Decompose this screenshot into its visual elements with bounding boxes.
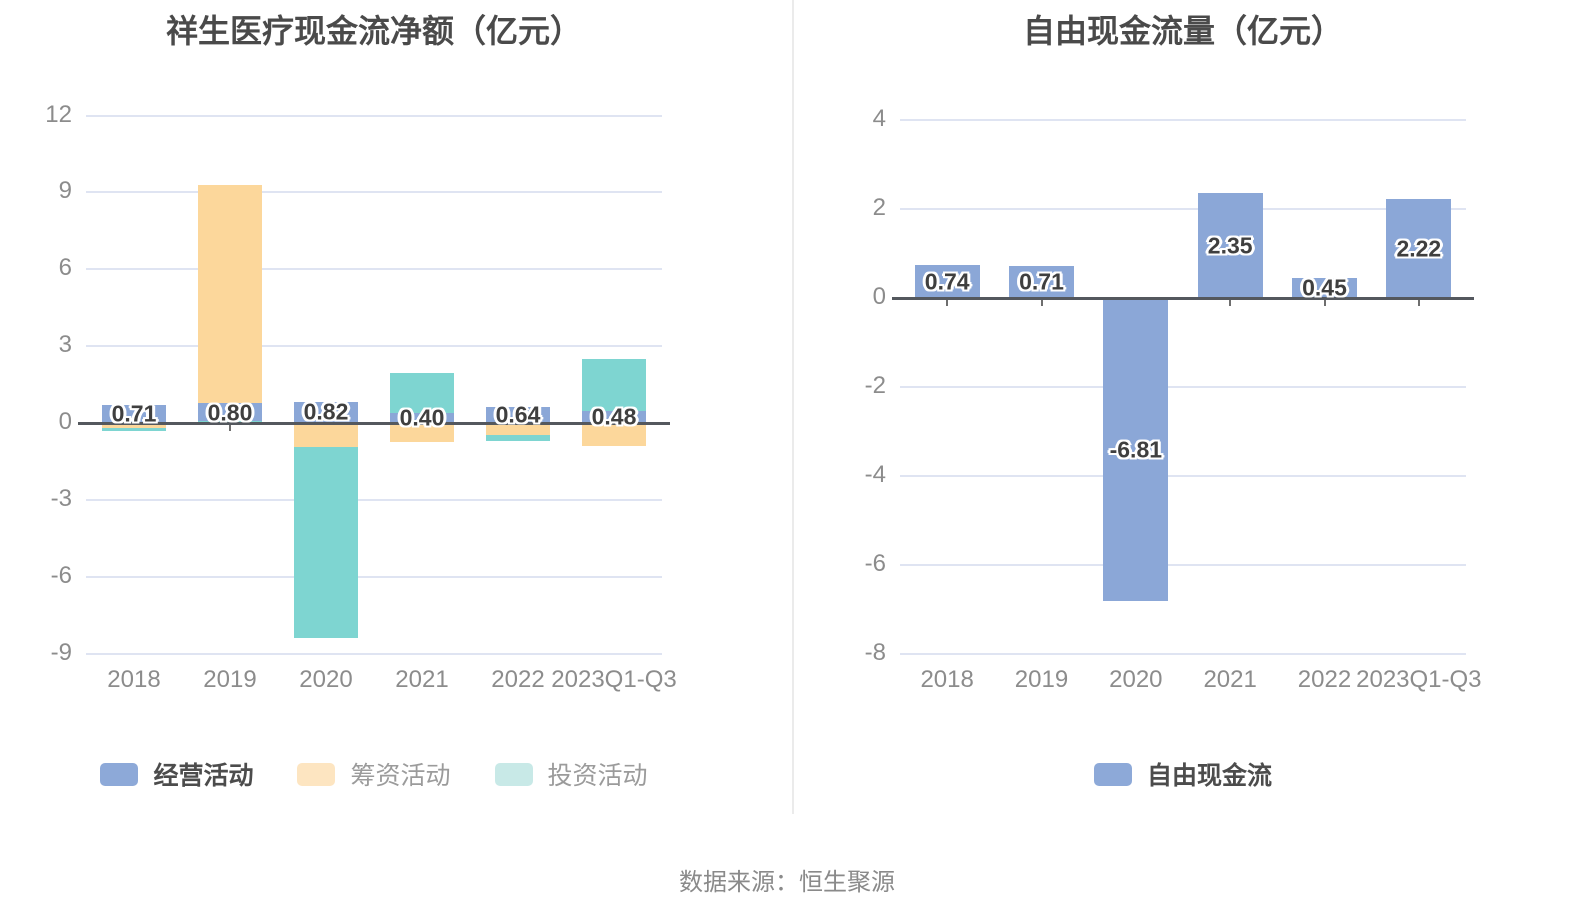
x-axis-category-label: 2023Q1-Q3 [551, 666, 677, 693]
y-axis-tick-label: 2 [872, 194, 886, 221]
bar-经营活动-2019 [198, 402, 262, 423]
legend-item-筹资活动[interactable]: 筹资活动 [297, 756, 451, 792]
bar-value-label: 0.64 [495, 401, 541, 428]
x-axis-category-label: 2018 [920, 666, 974, 693]
bar-value-label: 0.82 [303, 398, 349, 425]
legend-right: 自由现金流 [900, 756, 1466, 792]
panel-divider [792, 0, 794, 814]
y-axis-tick-label: -6 [864, 550, 886, 577]
y-axis-tick-label: 9 [58, 177, 72, 205]
x-axis-category-label: 2020 [299, 666, 353, 693]
bar-自由现金流-2021 [1197, 193, 1263, 298]
x-axis-category-label: 2019 [1014, 666, 1069, 693]
bar-自由现金流-2020 [1103, 298, 1169, 602]
x-axis-category-label: 2021 [395, 666, 449, 693]
x-axis-tick [1229, 298, 1232, 306]
x-axis-line [78, 422, 670, 425]
bar-经营活动-2018 [102, 404, 166, 423]
gridline [900, 564, 1466, 566]
bar-value-label: 0.45 [1302, 274, 1347, 301]
y-axis-tick-label: -8 [864, 639, 886, 666]
bar-value-label: 0.71 [111, 400, 157, 427]
chart-title-right: 自由现金流量（亿元） [1022, 13, 1343, 49]
bar-经营活动-2020 [294, 401, 358, 423]
bar-筹资活动-2022 [486, 423, 550, 435]
legend-swatch-icon [100, 762, 139, 786]
bar-自由现金流-2023Q1-Q3 [1386, 199, 1452, 298]
gridline [900, 475, 1466, 477]
legend-swatch-icon [1093, 762, 1132, 786]
x-axis-tick [1040, 298, 1043, 306]
bar-value-label: 0.71 [1019, 268, 1064, 295]
x-axis-tick [1323, 298, 1326, 306]
x-axis-tick [229, 423, 231, 431]
x-axis-tick [946, 298, 949, 306]
data-source-caption: 数据来源：恒生聚源 [679, 869, 895, 896]
y-axis-tick-label: 0 [58, 408, 72, 435]
chart-title-left: 祥生医疗现金流净额（亿元） [165, 13, 582, 49]
y-axis-tick-label: 6 [58, 254, 72, 282]
gridline [86, 575, 662, 578]
bar-经营活动-2021 [390, 412, 454, 423]
bar-经营活动-2022 [486, 406, 550, 423]
bar-value-label: 0.74 [924, 268, 970, 295]
x-axis-category-label: 2020 [1109, 666, 1163, 693]
y-axis-tick-label: 3 [58, 331, 72, 359]
legend-item-经营活动[interactable]: 经营活动 [100, 756, 253, 792]
gridline [86, 652, 662, 655]
gridline [86, 268, 662, 271]
x-axis-category-label: 2022 [491, 666, 545, 693]
bar-筹资活动-2018 [102, 423, 166, 429]
bar-筹资活动-2021 [390, 423, 454, 443]
bar-经营活动-2023Q1-Q3 [582, 410, 646, 423]
y-axis-tick-label: -2 [864, 372, 886, 399]
y-axis-tick-label: -4 [864, 461, 886, 488]
bar-自由现金流-2019 [1009, 266, 1074, 298]
gridline [86, 191, 662, 194]
bar-value-label: 0.40 [399, 404, 445, 431]
legend-swatch-icon [297, 762, 336, 786]
y-axis-tick-label: 12 [45, 100, 72, 128]
bar-自由现金流-2018 [914, 265, 980, 298]
bar-value-label: 0.80 [207, 399, 253, 426]
x-axis-line [892, 297, 1474, 300]
legend-swatch-icon [494, 762, 533, 786]
x-axis-category-label: 2019 [203, 666, 257, 693]
gridline [86, 114, 662, 117]
bar-筹资活动-2023Q1-Q3 [582, 423, 646, 447]
legend-label: 经营活动 [153, 762, 254, 790]
gridline [900, 119, 1466, 121]
legend-label: 投资活动 [547, 762, 648, 790]
bar-value-label: -6.81 [1109, 436, 1163, 463]
bar-筹资活动-2019 [198, 184, 262, 423]
bar-value-label: 0.48 [591, 403, 637, 430]
gridline [900, 208, 1466, 210]
gridline [86, 345, 662, 348]
bar-value-label: 2.35 [1207, 232, 1253, 259]
x-axis-tick [1417, 298, 1420, 306]
gridline [900, 653, 1466, 655]
y-axis-tick-label: 4 [872, 105, 886, 132]
legend-label: 自由现金流 [1146, 762, 1272, 790]
x-axis-category-label: 2021 [1203, 666, 1257, 693]
bar-筹资活动-2020 [294, 423, 358, 448]
x-axis-category-label: 2018 [107, 666, 161, 693]
y-axis-tick-label: -3 [50, 484, 72, 512]
y-axis-tick-label: 0 [872, 283, 886, 310]
x-axis-category-label: 2022 [1297, 666, 1352, 693]
gridline [86, 498, 662, 501]
legend-left: 经营活动 筹资活动 投资活动 [86, 756, 662, 792]
bar-value-label: 2.22 [1396, 235, 1442, 262]
y-axis-tick-label: -9 [50, 638, 72, 666]
y-axis-tick-label: -6 [50, 561, 72, 589]
bar-自由现金流-2022 [1292, 277, 1357, 298]
x-axis-category-label: 2023Q1-Q3 [1356, 666, 1482, 693]
legend-item-投资活动[interactable]: 投资活动 [494, 756, 648, 792]
legend-item-自由现金流[interactable]: 自由现金流 [1093, 756, 1272, 792]
bar-投资活动-2020 [294, 423, 358, 639]
gridline [900, 386, 1466, 388]
legend-label: 筹资活动 [350, 762, 451, 790]
